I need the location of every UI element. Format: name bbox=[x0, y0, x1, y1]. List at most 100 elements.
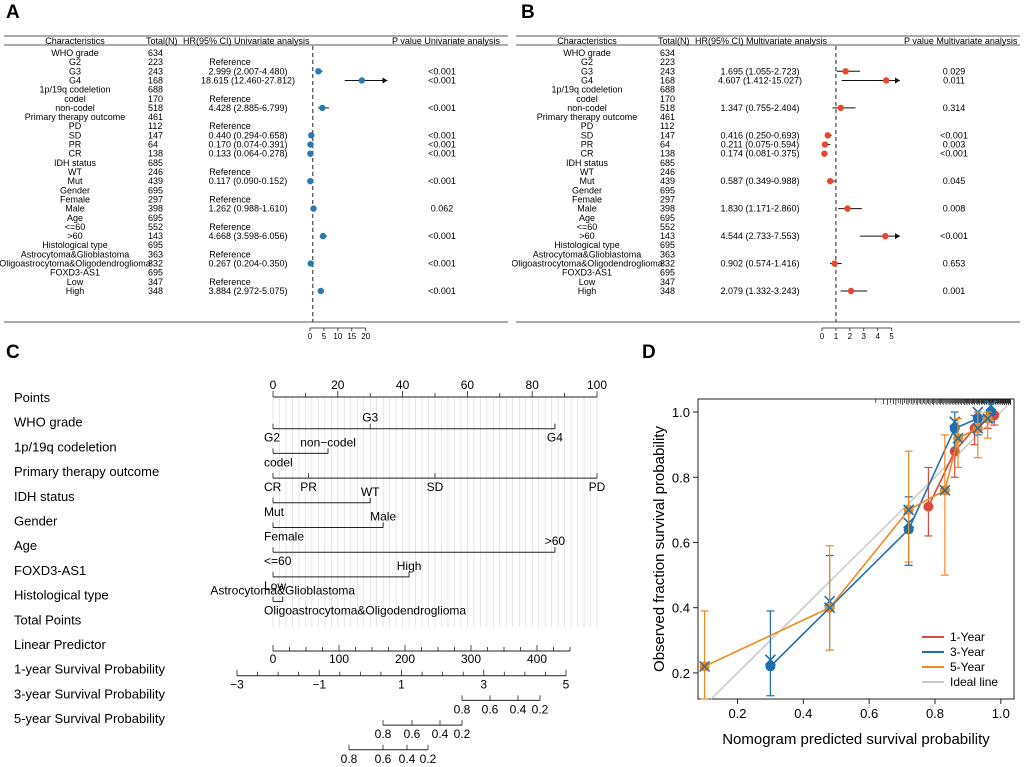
row-p-value: <0.001 bbox=[428, 103, 456, 113]
row-label: Astrocytoma&Glioblastoma bbox=[533, 249, 642, 259]
row-label: IDH status bbox=[54, 158, 97, 168]
row-label: non-codel bbox=[55, 103, 95, 113]
variable-level-label: Low bbox=[264, 579, 286, 593]
ci-arrow bbox=[382, 77, 388, 84]
row-total: 347 bbox=[660, 277, 675, 287]
hr-point bbox=[847, 287, 855, 295]
row-total: 439 bbox=[660, 176, 675, 186]
row-total: 695 bbox=[660, 268, 675, 278]
row-label: PD bbox=[581, 121, 594, 131]
variable-level-label: Mut bbox=[264, 505, 285, 519]
points-tick-label: 0 bbox=[270, 378, 277, 392]
observed-marker bbox=[699, 660, 711, 672]
row-p-value: 0.314 bbox=[943, 103, 966, 113]
observed-marker bbox=[824, 602, 836, 614]
row-total: 634 bbox=[148, 48, 163, 58]
y-tick-label: 1.0 bbox=[672, 405, 690, 420]
hr-point bbox=[821, 141, 829, 148]
variable-level-label: SD bbox=[427, 480, 444, 494]
row-label: High bbox=[578, 286, 597, 296]
row-hr-ci: 1.695 (1.055-2.723) bbox=[720, 66, 799, 76]
hr-point bbox=[882, 77, 890, 84]
points-tick-label: 60 bbox=[461, 378, 475, 392]
observed-marker bbox=[972, 422, 984, 434]
row-label: Age bbox=[579, 213, 595, 223]
variable-level-label: Oligoastrocytoma&Oligodendroglioma bbox=[264, 604, 466, 618]
row-hr-ci: 4.668 (3.598-6.056) bbox=[208, 231, 287, 241]
row-total: 243 bbox=[660, 66, 675, 76]
row-label: WHO grade bbox=[563, 48, 611, 58]
series-point bbox=[949, 423, 960, 434]
linear-predictor-tick-label: −3 bbox=[230, 678, 244, 692]
row-hr-ci: 0.170 (0.074-0.391) bbox=[208, 140, 287, 150]
row-total: 363 bbox=[148, 249, 163, 259]
header-total: Total(N) bbox=[658, 36, 690, 46]
nomogram-variable-label: WHO grade bbox=[14, 415, 83, 430]
y-tick-label: 0.4 bbox=[672, 601, 690, 616]
row-label: Low bbox=[67, 277, 84, 287]
row-p-value: <0.001 bbox=[940, 130, 968, 140]
row-total: 348 bbox=[148, 286, 163, 296]
row-label: G3 bbox=[581, 66, 593, 76]
panel-label-d: D bbox=[642, 342, 656, 363]
nomogram-variable-label: Gender bbox=[14, 514, 58, 529]
row-label: Histological type bbox=[42, 240, 108, 250]
hr-point bbox=[307, 141, 314, 148]
header-characteristics: Characteristics bbox=[45, 36, 105, 46]
row-hr-ci: 3.884 (2.972-5.075) bbox=[208, 286, 287, 296]
header-total: Total(N) bbox=[146, 36, 178, 46]
x-tick-label: 0.6 bbox=[860, 706, 878, 721]
row-total: 138 bbox=[148, 149, 163, 159]
observed-marker bbox=[982, 412, 994, 425]
row-hr-ci: 0.174 (0.081-0.375) bbox=[720, 149, 799, 159]
row-total: 170 bbox=[660, 94, 675, 104]
survival-tick-label: 0.2 bbox=[454, 727, 471, 741]
row-p-value: <0.001 bbox=[428, 130, 456, 140]
row-p-value: 0.008 bbox=[943, 204, 966, 214]
row-total: 688 bbox=[660, 85, 675, 95]
row-hr-ci: 2.079 (1.332-3.243) bbox=[720, 286, 799, 296]
row-label: SD bbox=[69, 130, 82, 140]
row-label: G2 bbox=[69, 57, 81, 67]
row-hr-ci: Reference bbox=[209, 277, 251, 287]
row-total: 518 bbox=[660, 103, 675, 113]
row-hr-ci: 4.607 (1.412-15.027) bbox=[718, 75, 802, 85]
plot-frame bbox=[697, 398, 1015, 700]
row-label: Age bbox=[67, 213, 83, 223]
row-hr-ci: 18.615 (12.460-27.812) bbox=[201, 75, 295, 85]
row-hr-ci: 2.999 (2.007-4.480) bbox=[208, 66, 287, 76]
row-total: 398 bbox=[660, 204, 675, 214]
row-label: WT bbox=[580, 167, 594, 177]
linear-predictor-tick-label: −1 bbox=[312, 678, 326, 692]
x-tick-label: 4 bbox=[875, 332, 880, 340]
row-total: 552 bbox=[660, 222, 675, 232]
row-label: 1p/19q codeletion bbox=[39, 85, 110, 95]
row-total: 138 bbox=[660, 149, 675, 159]
row-label: High bbox=[66, 286, 85, 296]
row-label: IDH status bbox=[566, 158, 609, 168]
x-tick-label: 15 bbox=[347, 332, 356, 340]
row-hr-ci: 4.428 (2.885-6.799) bbox=[208, 103, 287, 113]
variable-level-label: CR bbox=[264, 480, 282, 494]
variable-level-label: G2 bbox=[264, 431, 280, 445]
row-label: Mut bbox=[579, 176, 595, 186]
total-points-tick-label: 0 bbox=[270, 652, 277, 666]
series-point bbox=[923, 501, 934, 512]
row-total: 143 bbox=[660, 231, 675, 241]
row-label: Primary therapy outcome bbox=[25, 112, 126, 122]
ci-arrow bbox=[895, 77, 900, 84]
observed-marker bbox=[939, 484, 951, 496]
observed-marker bbox=[764, 654, 776, 666]
row-total: 695 bbox=[148, 185, 163, 195]
y-tick-label: 0.2 bbox=[672, 666, 690, 681]
series-point bbox=[765, 661, 776, 672]
total-points-tick-label: 200 bbox=[395, 652, 415, 666]
row-label: CR bbox=[69, 149, 82, 159]
hr-point bbox=[315, 68, 322, 75]
row-p-value: 0.045 bbox=[943, 176, 966, 186]
hr-point bbox=[824, 132, 831, 139]
row-hr-ci: 0.902 (0.574-1.416) bbox=[720, 259, 799, 269]
row-total: 695 bbox=[148, 268, 163, 278]
row-label: Male bbox=[577, 204, 597, 214]
variable-level-label: PD bbox=[589, 480, 606, 494]
